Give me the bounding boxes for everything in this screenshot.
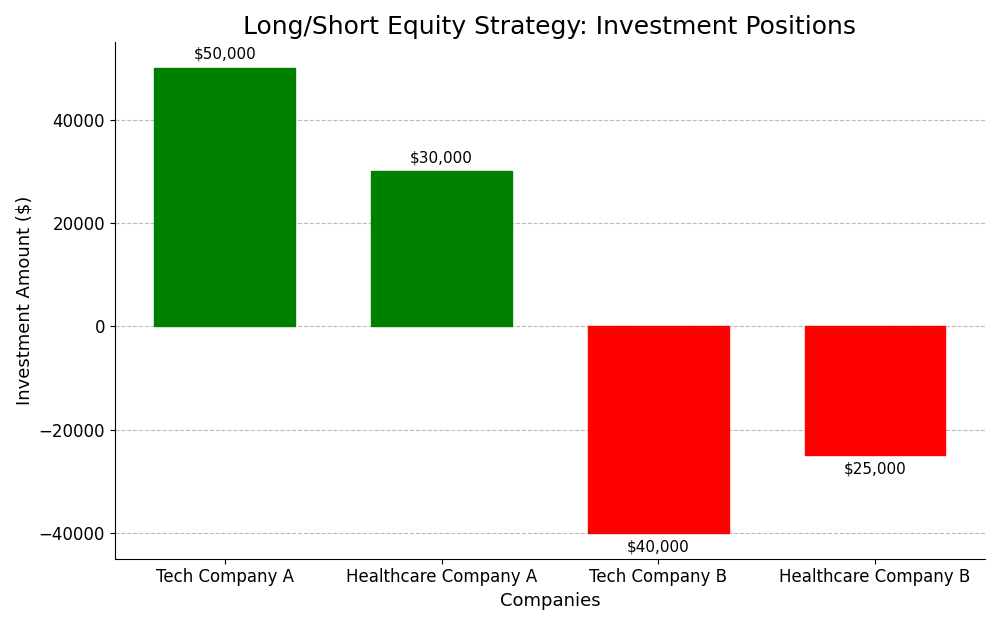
- Bar: [805, 326, 945, 456]
- Text: $40,000: $40,000: [627, 539, 690, 554]
- Text: $30,000: $30,000: [410, 150, 473, 165]
- Text: $50,000: $50,000: [193, 47, 256, 62]
- Text: $25,000: $25,000: [844, 462, 906, 477]
- Title: Long/Short Equity Strategy: Investment Positions: Long/Short Equity Strategy: Investment P…: [243, 15, 856, 39]
- X-axis label: Companies: Companies: [500, 592, 600, 610]
- Bar: [371, 171, 512, 326]
- Y-axis label: Investment Amount ($): Investment Amount ($): [15, 196, 33, 405]
- Bar: [154, 68, 295, 326]
- Bar: [588, 326, 729, 533]
